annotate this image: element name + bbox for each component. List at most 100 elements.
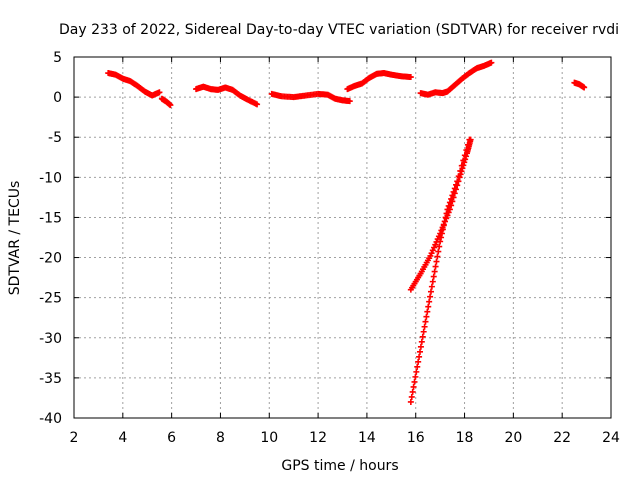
series-arc-4	[268, 90, 353, 105]
data-point	[432, 263, 439, 270]
data-point	[464, 141, 471, 148]
data-point	[443, 210, 450, 217]
data-point	[428, 283, 435, 290]
data-series	[105, 59, 588, 405]
data-point	[167, 102, 174, 109]
x-tick-label: 4	[118, 430, 127, 446]
x-tick-label: 8	[216, 430, 225, 446]
data-point	[438, 234, 445, 241]
data-point	[430, 273, 437, 280]
data-point	[446, 199, 453, 206]
plot-frame	[73, 56, 612, 419]
y-tick-label: -25	[39, 291, 62, 307]
data-point	[463, 147, 470, 154]
data-point	[444, 206, 451, 213]
data-point	[436, 243, 443, 250]
y-tick-label: -15	[39, 210, 62, 226]
series-arc-3	[193, 83, 261, 108]
data-point	[433, 258, 440, 265]
series-drop-b	[407, 136, 473, 405]
data-point	[438, 230, 445, 237]
data-point	[417, 343, 424, 350]
data-point	[416, 353, 423, 360]
data-point	[439, 226, 446, 233]
data-point	[448, 195, 455, 202]
data-point	[445, 202, 452, 209]
x-axis-label: GPS time / hours	[281, 458, 398, 474]
y-tick-label: -40	[39, 411, 62, 427]
grid	[74, 57, 611, 418]
data-point	[415, 358, 422, 365]
y-tick-label: 0	[53, 90, 62, 106]
data-point	[420, 328, 427, 335]
data-point	[409, 388, 416, 395]
data-point	[431, 268, 438, 275]
data-point	[434, 253, 441, 260]
data-point	[407, 74, 414, 81]
data-point	[427, 288, 434, 295]
data-point	[254, 101, 261, 108]
x-tick-label: 24	[602, 430, 620, 446]
x-tick-label: 10	[260, 430, 278, 446]
data-point	[460, 157, 467, 164]
data-point	[408, 393, 415, 400]
x-tick-label: 12	[309, 430, 327, 446]
data-point	[411, 378, 418, 385]
data-point	[461, 152, 468, 159]
data-point	[453, 181, 460, 188]
data-point	[458, 162, 465, 169]
data-point	[466, 136, 473, 143]
data-point	[410, 383, 417, 390]
data-point	[581, 84, 588, 91]
x-tick-label: 16	[407, 430, 425, 446]
x-tick-label: 22	[553, 430, 571, 446]
y-tick-label: -30	[39, 331, 62, 347]
x-tick-label: 14	[358, 430, 376, 446]
y-tick-label: -20	[39, 251, 62, 267]
data-point	[449, 192, 456, 199]
x-tick-label: 20	[504, 430, 522, 446]
data-point	[422, 318, 429, 325]
y-tick-label: 5	[53, 50, 62, 66]
x-tick-label: 2	[70, 430, 79, 446]
series-arc-7	[571, 79, 588, 91]
data-point	[421, 323, 428, 330]
data-point	[457, 167, 464, 174]
y-tick-label: -10	[39, 170, 62, 186]
data-point	[423, 313, 430, 320]
data-point	[426, 298, 433, 305]
series-arc-1	[105, 70, 163, 99]
data-point	[435, 248, 442, 255]
data-point	[413, 368, 420, 375]
data-point	[346, 98, 353, 105]
data-point	[429, 278, 436, 285]
data-point	[451, 185, 458, 192]
series-arc-2	[158, 95, 174, 109]
x-tick-label: 6	[167, 430, 176, 446]
data-point	[450, 188, 457, 195]
chart-title: Day 233 of 2022, Sidereal Day-to-day VTE…	[59, 22, 619, 38]
y-axis-label: SDTVAR / TECUs	[7, 181, 23, 296]
axis-ticks	[73, 56, 612, 419]
data-point	[424, 308, 431, 315]
data-point	[442, 214, 449, 221]
y-tick-label: -35	[39, 371, 62, 387]
data-point	[425, 303, 432, 310]
data-point	[440, 222, 447, 229]
data-point	[414, 363, 421, 370]
data-point	[418, 338, 425, 345]
data-point	[427, 293, 434, 300]
data-point	[412, 373, 419, 380]
data-point	[156, 89, 163, 96]
data-point	[455, 173, 462, 180]
series-arc-5	[344, 70, 414, 93]
data-point	[416, 348, 423, 355]
x-tick-label: 18	[456, 430, 474, 446]
data-point	[437, 238, 444, 245]
tick-labels: 2 4 6 8 10 12 14 16 18 20 22 2450-5-10-15-20-25-30-…	[39, 50, 620, 446]
data-point	[441, 218, 448, 225]
data-point	[419, 333, 426, 340]
data-point	[407, 398, 414, 405]
data-point	[454, 178, 461, 185]
